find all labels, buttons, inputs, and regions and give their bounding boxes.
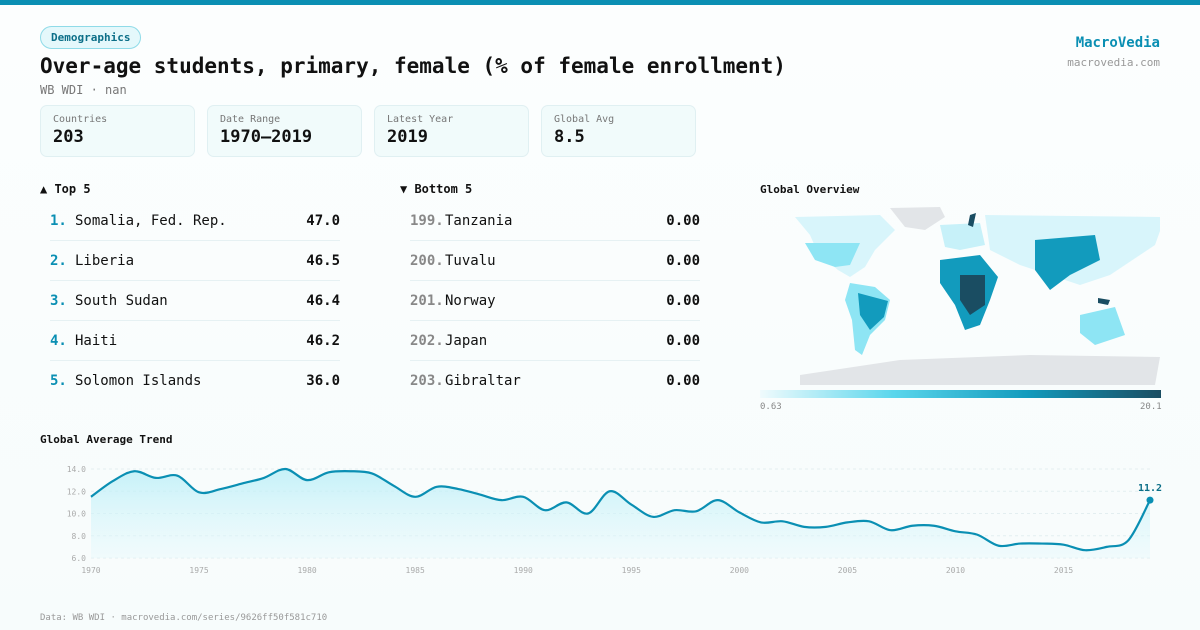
stat-card-latest-year: Latest Year 2019 [374, 105, 529, 157]
country-name: Norway [445, 292, 496, 309]
top-accent-bar [0, 0, 1200, 5]
page-subtitle: WB WDI · nan [40, 83, 127, 97]
list-item[interactable]: 3. South Sudan 46.4 [50, 281, 340, 321]
stat-label: Latest Year [387, 114, 454, 125]
rank: 2. [50, 252, 67, 269]
country-value: 46.2 [306, 332, 340, 349]
country-value: 46.5 [306, 252, 340, 269]
top5-list: 1. Somalia, Fed. Rep. 47.0 2. Liberia 46.5 3. S… [50, 201, 340, 401]
category-tag[interactable]: Demographics [40, 26, 142, 49]
x-tick-label: 2015 [1054, 566, 1073, 575]
country-name: Haiti [75, 332, 118, 349]
country-value: 0.00 [666, 332, 700, 349]
footer-source: Data: WB WDI · macrovedia.com/series/962… [40, 613, 328, 623]
map-color-legend [760, 390, 1161, 398]
y-tick-label: 8.0 [72, 532, 87, 541]
rank: 202. [410, 332, 444, 349]
rank: 201. [410, 292, 444, 309]
rank: 1. [50, 212, 67, 229]
bottom5-list: 199. Tanzania 0.00 200. Tuvalu 0.00 201. Norway… [410, 201, 700, 401]
x-tick-label: 1995 [622, 566, 641, 575]
y-tick-label: 6.0 [72, 554, 87, 563]
legend-max: 20.1 [1140, 402, 1162, 412]
x-tick-label: 1970 [81, 566, 100, 575]
stat-value: 8.5 [554, 127, 585, 147]
x-tick-label: 2000 [730, 566, 749, 575]
list-item[interactable]: 202. Japan 0.00 [410, 321, 700, 361]
list-item[interactable]: 5. Solomon Islands 36.0 [50, 361, 340, 401]
page-title: Over-age students, primary, female (% of… [40, 54, 786, 78]
y-tick-label: 12.0 [67, 487, 86, 496]
last-value-label: 11.2 [1138, 483, 1162, 494]
list-item[interactable]: 199. Tanzania 0.00 [410, 201, 700, 241]
world-choropleth-map [795, 207, 1160, 385]
country-value: 47.0 [306, 212, 340, 229]
country-name: Tanzania [445, 212, 513, 229]
trend-line [90, 467, 1151, 552]
country-value: 0.00 [666, 373, 700, 389]
list-item[interactable]: 201. Norway 0.00 [410, 281, 700, 321]
rank: 5. [50, 373, 67, 389]
stat-label: Date Range [220, 114, 281, 125]
australia [1080, 307, 1125, 345]
papua-new-guinea [1098, 298, 1110, 305]
europe [940, 223, 985, 250]
rank: 199. [410, 212, 444, 229]
country-name: Tuvalu [445, 252, 496, 269]
country-name: Liberia [75, 252, 135, 269]
usa [805, 243, 860, 267]
country-value: 0.00 [666, 252, 700, 269]
brand-logo[interactable]: MacroVedia [1075, 35, 1160, 51]
list-item[interactable]: 203. Gibraltar 0.00 [410, 361, 700, 401]
trend-chart: 6.0 8.0 10.0 12.0 14.0 1970 1975 1980 1985 1990 19… [67, 465, 1162, 575]
x-tick-label: 1975 [189, 566, 208, 575]
country-name: Japan [445, 332, 488, 349]
country-name: Gibraltar [445, 373, 521, 389]
stat-card-countries: Countries 203 [40, 105, 195, 157]
country-value: 0.00 [666, 212, 700, 229]
last-point-marker[interactable] [1146, 496, 1154, 504]
stat-card-global-avg: Global Avg 8.5 [541, 105, 696, 157]
legend-min: 0.63 [760, 402, 782, 412]
country-name: Solomon Islands [75, 373, 202, 389]
rank: 200. [410, 252, 444, 269]
country-value: 36.0 [306, 373, 340, 389]
stat-value: 1970–2019 [220, 127, 313, 147]
central-africa [960, 275, 985, 315]
greenland [890, 207, 945, 230]
country-name: Somalia, Fed. Rep. [75, 212, 227, 229]
brand-url[interactable]: macrovedia.com [1067, 56, 1160, 69]
brazil [858, 293, 888, 330]
stat-value: 2019 [387, 127, 428, 147]
map-title: Global Overview [760, 183, 860, 196]
list-item[interactable]: 200. Tuvalu 0.00 [410, 241, 700, 281]
country-name: South Sudan [75, 292, 168, 309]
stat-value: 203 [53, 127, 84, 147]
rank: 4. [50, 332, 67, 349]
stat-card-date-range: Date Range 1970–2019 [207, 105, 362, 157]
x-tick-label: 2010 [946, 566, 965, 575]
chart-title: Global Average Trend [40, 433, 173, 446]
y-tick-label: 14.0 [67, 465, 86, 474]
rank: 3. [50, 292, 67, 309]
x-tick-label: 1985 [406, 566, 425, 575]
list-item[interactable]: 1. Somalia, Fed. Rep. 47.0 [50, 201, 340, 241]
bottom5-heading: ▼ Bottom 5 [400, 182, 473, 196]
stat-label: Global Avg [554, 114, 615, 125]
x-tick-label: 1990 [514, 566, 533, 575]
antarctica [800, 355, 1160, 385]
x-tick-label: 1980 [297, 566, 316, 575]
x-tick-label: 2005 [838, 566, 857, 575]
sweden [968, 213, 976, 227]
country-value: 46.4 [306, 292, 340, 309]
china-india [1035, 235, 1100, 290]
stat-label: Countries [53, 114, 108, 125]
rank: 203. [410, 373, 444, 389]
y-tick-label: 10.0 [67, 510, 86, 519]
trend-area [91, 468, 1150, 558]
list-item[interactable]: 4. Haiti 46.2 [50, 321, 340, 361]
country-value: 0.00 [666, 292, 700, 309]
top5-heading: ▲ Top 5 [40, 182, 91, 196]
list-item[interactable]: 2. Liberia 46.5 [50, 241, 340, 281]
